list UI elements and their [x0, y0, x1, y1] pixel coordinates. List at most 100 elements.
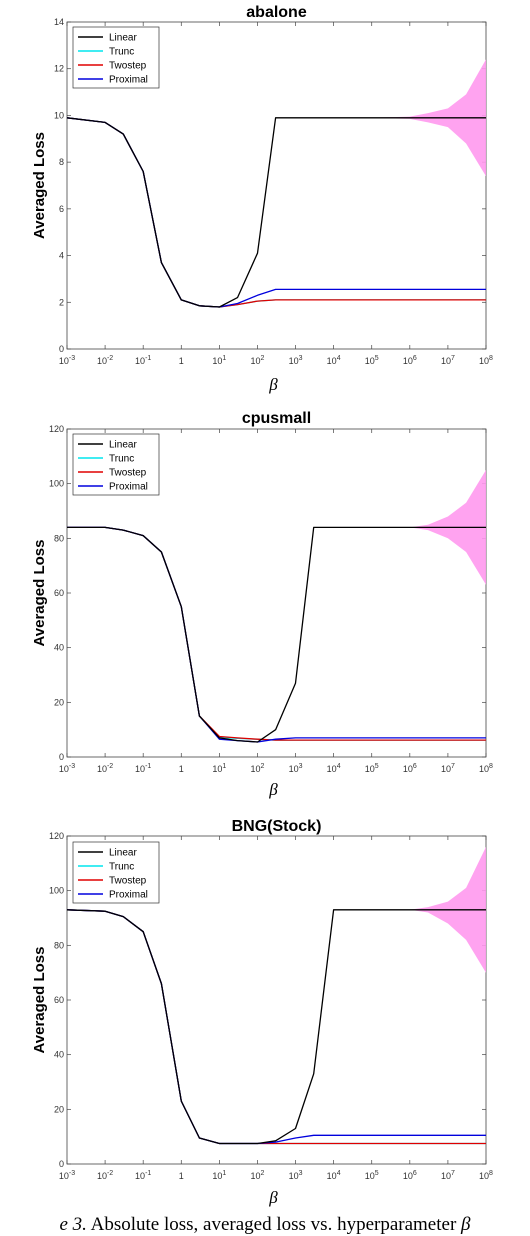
x-tick-label: 1: [179, 764, 184, 774]
x-tick-label: 107: [441, 355, 455, 366]
x-tick-label: 107: [441, 763, 455, 774]
y-tick-label: 100: [49, 479, 64, 489]
y-tick-label: 10: [54, 110, 64, 120]
caption-symbol: β: [461, 1214, 471, 1235]
x-tick-label: 101: [212, 1170, 226, 1181]
x-tick-label: 106: [403, 355, 417, 366]
chart-title: cpusmall: [242, 410, 311, 427]
legend-label-twostep: Twostep: [109, 468, 147, 479]
y-axis-label: Averaged Loss: [31, 947, 48, 1054]
x-axis-label: β: [268, 780, 278, 799]
x-axis-label: β: [268, 1188, 278, 1207]
x-tick-label: 10-2: [97, 355, 113, 366]
y-axis-label: Averaged Loss: [31, 132, 48, 239]
series-line-twostep: [66, 909, 486, 1145]
x-tick-label: 10-3: [59, 355, 75, 366]
x-tick-label: 10-2: [97, 763, 113, 774]
x-tick-label: 101: [212, 355, 226, 366]
y-axis-label: Averaged Loss: [31, 540, 48, 647]
y-tick-label: 0: [59, 1159, 64, 1169]
x-tick-label: 106: [403, 1170, 417, 1181]
y-tick-label: 2: [59, 297, 64, 307]
legend-label-trunc: Trunc: [109, 47, 134, 58]
y-tick-label: 8: [59, 157, 64, 167]
x-tick-label: 10-1: [135, 1170, 151, 1181]
x-tick-label: 102: [250, 355, 264, 366]
y-tick-label: 4: [59, 251, 64, 261]
legend-label-twostep: Twostep: [109, 61, 147, 72]
series-line-linear: [66, 117, 486, 308]
series-line-proximal: [67, 526, 486, 743]
x-tick-label: 103: [289, 763, 303, 774]
legend-label-twostep: Twostep: [109, 876, 147, 887]
chart-title: BNG(Stock): [232, 818, 322, 835]
y-tick-label: 60: [54, 588, 64, 598]
caption-prefix: e 3.: [59, 1214, 87, 1235]
figure-caption: e 3. Absolute loss, averaged loss vs. hy…: [0, 1214, 530, 1236]
y-tick-label: 100: [49, 886, 64, 896]
x-tick-label: 10-3: [59, 763, 75, 774]
x-tick-label: 10-1: [135, 355, 151, 366]
y-tick-label: 14: [54, 17, 64, 27]
chart-title: abalone: [246, 4, 307, 21]
series-line-linear: [67, 526, 486, 743]
legend-label-proximal: Proximal: [109, 482, 148, 493]
x-axis-label: β: [268, 375, 278, 394]
x-tick-label: 10-3: [59, 1170, 75, 1181]
legend-label-linear: Linear: [109, 848, 137, 859]
x-tick-label: 108: [479, 763, 493, 774]
y-tick-label: 60: [54, 995, 64, 1005]
y-tick-label: 120: [49, 424, 64, 434]
legend-label-proximal: Proximal: [109, 75, 148, 86]
x-tick-label: 104: [327, 1170, 341, 1181]
y-tick-label: 20: [54, 1104, 64, 1114]
y-tick-label: 80: [54, 533, 64, 543]
y-tick-label: 40: [54, 643, 64, 653]
series-line-twostep: [67, 526, 486, 741]
x-tick-label: 102: [250, 763, 264, 774]
x-tick-label: 106: [403, 763, 417, 774]
series-line-trunc: [67, 526, 486, 741]
x-tick-label: 108: [479, 355, 493, 366]
legend-label-linear: Linear: [109, 440, 137, 451]
chart-panel-1: 0 2 4 6 8 10 12 14 10-3 10-2 10-1 1 101 102 103 104 105 1…: [31, 4, 493, 394]
y-tick-label: 20: [54, 697, 64, 707]
y-tick-label: 6: [59, 204, 64, 214]
legend: Linear Trunc Twostep Proximal: [72, 433, 160, 496]
x-tick-label: 102: [250, 1170, 264, 1181]
series-line-trunc: [66, 909, 486, 1145]
x-tick-label: 101: [212, 763, 226, 774]
x-tick-label: 103: [289, 1170, 303, 1181]
x-tick-label: 104: [327, 763, 341, 774]
x-tick-label: 104: [327, 355, 341, 366]
x-tick-label: 1: [179, 356, 184, 366]
legend-label-trunc: Trunc: [109, 862, 134, 873]
chart-panel-3: 0 20 40 60 80 100 120 10-3 10-2 10-1 1 101 102 103 104…: [31, 818, 493, 1207]
series-line-proximal: [66, 909, 486, 1145]
legend: Linear Trunc Twostep Proximal: [72, 841, 160, 904]
y-tick-label: 12: [54, 64, 64, 74]
x-tick-label: 10-2: [97, 1170, 113, 1181]
x-tick-label: 107: [441, 1170, 455, 1181]
axes-box: [66, 21, 487, 350]
x-tick-label: 108: [479, 1170, 493, 1181]
x-tick-label: 105: [365, 763, 379, 774]
legend-label-proximal: Proximal: [109, 890, 148, 901]
y-tick-label: 0: [59, 344, 64, 354]
legend-label-trunc: Trunc: [109, 454, 134, 465]
y-tick-label: 80: [54, 940, 64, 950]
x-tick-label: 10-1: [135, 763, 151, 774]
x-tick-label: 1: [179, 1171, 184, 1181]
y-tick-label: 0: [59, 752, 64, 762]
y-tick-label: 40: [54, 1050, 64, 1060]
caption-text: Absolute loss, averaged loss vs. hyperpa…: [86, 1214, 462, 1235]
chart-panel-2: 0 20 40 60 80 100 120 10-3 10-2 10-1 1 101 102 103 104…: [31, 410, 493, 799]
legend-label-linear: Linear: [109, 33, 137, 44]
x-tick-label: 103: [289, 355, 303, 366]
x-tick-label: 105: [365, 1170, 379, 1181]
series-line-linear: [66, 909, 486, 1145]
y-tick-label: 120: [49, 831, 64, 841]
legend: Linear Trunc Twostep Proximal: [72, 26, 160, 89]
x-tick-label: 105: [365, 355, 379, 366]
